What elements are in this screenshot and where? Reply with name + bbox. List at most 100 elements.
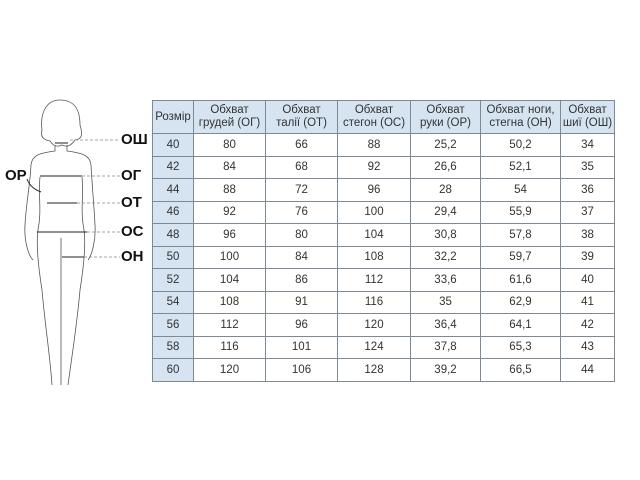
table-cell: 96 bbox=[193, 223, 266, 247]
table-cell: 41 bbox=[560, 290, 615, 314]
size-cell: 42 bbox=[152, 155, 194, 179]
column-header-line: Обхват bbox=[568, 104, 607, 116]
table-cell: 64,1 bbox=[480, 313, 561, 337]
table-cell: 39,2 bbox=[410, 358, 481, 382]
table-cell: 96 bbox=[337, 178, 411, 202]
column-header: Обхват ноги, стегна (ОН) bbox=[480, 100, 561, 134]
table-cell: 104 bbox=[337, 223, 411, 247]
table-cell: 37,8 bbox=[410, 335, 481, 359]
table-header-row: Розмір Обхват грудей (ОГ) Обхват талії (ОТ) О… bbox=[152, 100, 615, 134]
table-cell: 116 bbox=[193, 335, 266, 359]
table-cell: 108 bbox=[193, 290, 266, 314]
size-cell: 52 bbox=[152, 268, 194, 292]
table-cell: 42 bbox=[560, 313, 615, 337]
column-header-line: Обхват bbox=[426, 104, 465, 116]
size-cell: 48 bbox=[152, 223, 194, 247]
body-measurement-figure bbox=[24, 99, 120, 386]
table-cell: 128 bbox=[337, 358, 411, 382]
table-cell: 86 bbox=[265, 268, 338, 292]
table-cell: 120 bbox=[193, 358, 266, 382]
size-cell: 54 bbox=[152, 290, 194, 314]
column-header-line: талії (ОТ) bbox=[276, 117, 327, 129]
table-cell: 112 bbox=[193, 313, 266, 337]
table-cell: 96 bbox=[265, 313, 338, 337]
table-cell: 88 bbox=[193, 178, 266, 202]
head-outline bbox=[41, 99, 82, 147]
table-cell: 76 bbox=[265, 200, 338, 224]
table-cell: 80 bbox=[193, 133, 266, 157]
table-cell: 35 bbox=[410, 290, 481, 314]
table-cell: 54 bbox=[480, 178, 561, 202]
table-cell: 80 bbox=[265, 223, 338, 247]
table-cell: 108 bbox=[337, 245, 411, 269]
table-row: 60 120 106 128 39,2 66,5 44 bbox=[152, 358, 615, 382]
table-cell: 88 bbox=[337, 133, 411, 157]
table-cell: 30,8 bbox=[410, 223, 481, 247]
table-cell: 36 bbox=[560, 178, 615, 202]
table-cell: 38 bbox=[560, 223, 615, 247]
label-waist: ОТ bbox=[121, 194, 142, 211]
table-cell: 120 bbox=[337, 313, 411, 337]
column-header-line: стегна (ОН) bbox=[489, 117, 552, 129]
table-row: 56 112 96 120 36,4 64,1 42 bbox=[152, 313, 615, 337]
column-header-line: Обхват ноги, bbox=[486, 104, 555, 116]
column-header-line: Обхват bbox=[282, 104, 321, 116]
column-header-line: шиї (ОШ) bbox=[562, 117, 613, 129]
table-cell: 59,7 bbox=[480, 245, 561, 269]
column-header-line: стегон (ОС) bbox=[342, 117, 406, 129]
table-cell: 65,3 bbox=[480, 335, 561, 359]
table-cell: 112 bbox=[337, 268, 411, 292]
column-header-line: грудей (ОГ) bbox=[198, 117, 261, 129]
table-cell: 84 bbox=[265, 245, 338, 269]
table-cell: 50,2 bbox=[480, 133, 561, 157]
table-row: 42 84 68 92 26,6 52,1 35 bbox=[152, 155, 615, 179]
table-cell: 66 bbox=[265, 133, 338, 157]
label-leg: ОН bbox=[121, 248, 144, 265]
column-header-line: руки (ОР) bbox=[420, 117, 471, 129]
table-cell: 29,4 bbox=[410, 200, 481, 224]
size-cell: 58 bbox=[152, 335, 194, 359]
table-cell: 100 bbox=[337, 200, 411, 224]
table-cell: 124 bbox=[337, 335, 411, 359]
table-row: 40 80 66 88 25,2 50,2 34 bbox=[152, 133, 615, 157]
table-cell: 26,6 bbox=[410, 155, 481, 179]
table-row: 52 104 86 112 33,6 61,6 40 bbox=[152, 268, 615, 292]
table-cell: 57,8 bbox=[480, 223, 561, 247]
table-cell: 28 bbox=[410, 178, 481, 202]
table-cell: 33,6 bbox=[410, 268, 481, 292]
column-header: Обхват шиї (ОШ) bbox=[560, 100, 615, 134]
table-cell: 104 bbox=[193, 268, 266, 292]
label-arm: ОР bbox=[5, 167, 27, 184]
table-cell: 68 bbox=[265, 155, 338, 179]
label-neck: ОШ bbox=[121, 131, 148, 148]
table-row: 58 116 101 124 37,8 65,3 43 bbox=[152, 335, 615, 359]
label-chest: ОГ bbox=[121, 167, 142, 184]
table-cell: 40 bbox=[560, 268, 615, 292]
size-cell: 56 bbox=[152, 313, 194, 337]
table-cell: 100 bbox=[193, 245, 266, 269]
label-hips: ОС bbox=[121, 223, 144, 240]
table-cell: 52,1 bbox=[480, 155, 561, 179]
table-cell: 32,2 bbox=[410, 245, 481, 269]
table-cell: 84 bbox=[193, 155, 266, 179]
table-cell: 44 bbox=[560, 358, 615, 382]
table-cell: 25,2 bbox=[410, 133, 481, 157]
size-table: Розмір Обхват грудей (ОГ) Обхват талії (ОТ) О… bbox=[152, 100, 615, 382]
table-row: 54 108 91 116 35 62,9 41 bbox=[152, 290, 615, 314]
column-header: Розмір bbox=[152, 100, 194, 134]
table-cell: 36,4 bbox=[410, 313, 481, 337]
table-cell: 39 bbox=[560, 245, 615, 269]
body-outline bbox=[24, 145, 96, 386]
table-row: 50 100 84 108 32,2 59,7 39 bbox=[152, 245, 615, 269]
table-cell: 92 bbox=[337, 155, 411, 179]
column-header: Обхват руки (ОР) bbox=[410, 100, 481, 134]
size-cell: 60 bbox=[152, 358, 194, 382]
table-cell: 66,5 bbox=[480, 358, 561, 382]
table-row: 48 96 80 104 30,8 57,8 38 bbox=[152, 223, 615, 247]
size-cell: 46 bbox=[152, 200, 194, 224]
column-header-line: Розмір bbox=[155, 110, 191, 123]
table-cell: 37 bbox=[560, 200, 615, 224]
table-cell: 92 bbox=[193, 200, 266, 224]
table-cell: 34 bbox=[560, 133, 615, 157]
table-cell: 55,9 bbox=[480, 200, 561, 224]
